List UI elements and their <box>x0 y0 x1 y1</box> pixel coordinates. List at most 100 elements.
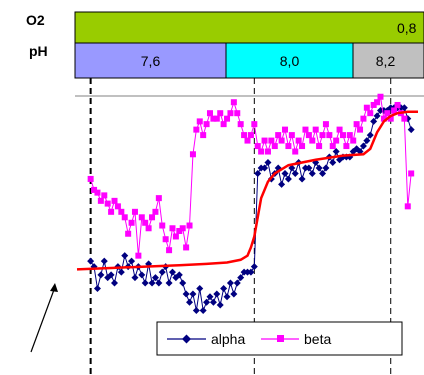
beta-point <box>193 126 200 133</box>
beta-point <box>101 192 108 199</box>
beta-point <box>227 110 234 117</box>
beta-point <box>108 208 115 215</box>
alpha-point <box>209 298 217 306</box>
alpha-point <box>370 117 378 125</box>
beta-point <box>131 208 138 215</box>
beta-point <box>370 101 377 108</box>
alpha-point <box>233 279 241 287</box>
beta-point <box>302 126 309 133</box>
beta-point <box>111 197 118 204</box>
alpha-point <box>107 271 115 279</box>
beta-point <box>363 104 370 111</box>
beta-point <box>203 121 210 128</box>
alpha-point <box>281 169 289 177</box>
beta-point <box>360 115 367 122</box>
ph-cell-label: 7,6 <box>141 53 161 69</box>
alpha-point <box>220 285 228 293</box>
alpha-point <box>315 164 323 172</box>
beta-point <box>94 189 101 196</box>
beta-point <box>200 132 207 139</box>
alpha-point <box>148 279 156 287</box>
alpha-point <box>216 301 224 309</box>
alpha-point <box>308 169 316 177</box>
beta-point <box>114 203 121 210</box>
ph-cell-label: 8,0 <box>280 53 300 69</box>
alpha-point <box>87 257 95 265</box>
beta-point <box>329 143 336 150</box>
o2-band <box>74 11 424 44</box>
beta-point <box>285 143 292 150</box>
beta-point <box>210 115 217 122</box>
annotation-arrow <box>30 283 58 353</box>
alpha-point <box>298 175 306 183</box>
beta-point <box>142 219 149 226</box>
o2-row-label: O2 <box>26 12 45 28</box>
beta-point <box>224 115 231 122</box>
alpha-point <box>363 137 371 145</box>
alpha-point <box>329 159 337 166</box>
beta-point <box>87 175 94 182</box>
beta-point <box>244 137 251 144</box>
alpha-point <box>199 306 207 314</box>
beta-point <box>350 137 357 144</box>
alpha-point <box>230 290 238 298</box>
beta-point <box>220 121 227 128</box>
alpha-point <box>182 290 190 298</box>
alpha-point <box>226 279 234 287</box>
beta-point <box>206 110 213 117</box>
beta-point <box>394 101 401 108</box>
alpha-point <box>237 274 245 282</box>
alpha-point <box>121 252 129 260</box>
beta-point <box>343 143 350 150</box>
alpha-point <box>359 142 367 150</box>
alpha-point <box>111 279 119 287</box>
alpha-point <box>400 104 408 112</box>
beta-point <box>353 121 360 128</box>
alpha-point <box>141 279 149 287</box>
alpha-point <box>186 298 194 306</box>
beta-point <box>213 115 220 122</box>
beta-point <box>367 110 374 117</box>
beta-point <box>196 118 203 125</box>
alpha-point <box>165 279 173 287</box>
alpha-point <box>100 257 108 265</box>
beta-point <box>179 225 186 232</box>
beta-point <box>135 252 142 259</box>
alpha-point <box>407 126 415 134</box>
beta-point <box>346 132 353 139</box>
alpha-point <box>97 271 105 279</box>
beta-point <box>91 186 98 193</box>
beta-point <box>121 214 128 221</box>
alpha-point <box>175 271 183 279</box>
beta-point <box>292 148 299 155</box>
beta-point <box>339 132 346 139</box>
alpha-point <box>203 298 211 306</box>
beta-point <box>319 132 326 139</box>
alpha-point <box>158 268 166 276</box>
beta-point <box>295 137 302 144</box>
alpha-point <box>192 306 200 314</box>
beta-point <box>387 115 394 122</box>
chart-series <box>76 93 418 314</box>
alpha-point <box>284 175 292 183</box>
alpha-point <box>131 274 139 282</box>
beta-point <box>268 137 275 144</box>
beta-point <box>357 126 364 133</box>
beta-point <box>391 107 398 114</box>
legend-alpha-marker <box>182 334 191 344</box>
beta-point <box>275 132 282 139</box>
alpha-point <box>223 293 231 301</box>
beta-point <box>377 93 384 100</box>
alpha-point <box>93 285 101 293</box>
beta-point <box>152 208 159 215</box>
beta-point <box>128 219 135 226</box>
beta-point <box>404 203 411 210</box>
beta-point <box>401 115 408 122</box>
alpha-point <box>196 285 204 293</box>
beta-point <box>104 200 111 207</box>
beta-point <box>169 225 176 232</box>
beta-point <box>149 214 156 221</box>
alpha-point <box>332 148 340 156</box>
beta-point <box>176 228 183 234</box>
